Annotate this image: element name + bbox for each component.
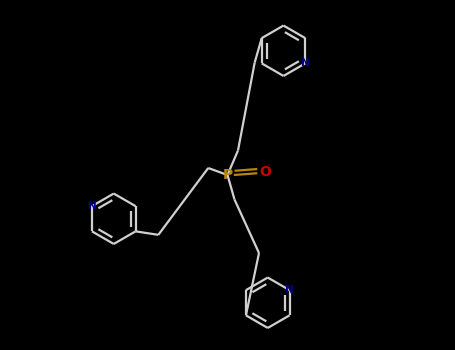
Text: O: O [259,165,271,179]
Text: P: P [222,168,233,182]
Text: N: N [285,285,294,295]
Text: N: N [87,201,96,211]
Text: N: N [301,58,310,68]
